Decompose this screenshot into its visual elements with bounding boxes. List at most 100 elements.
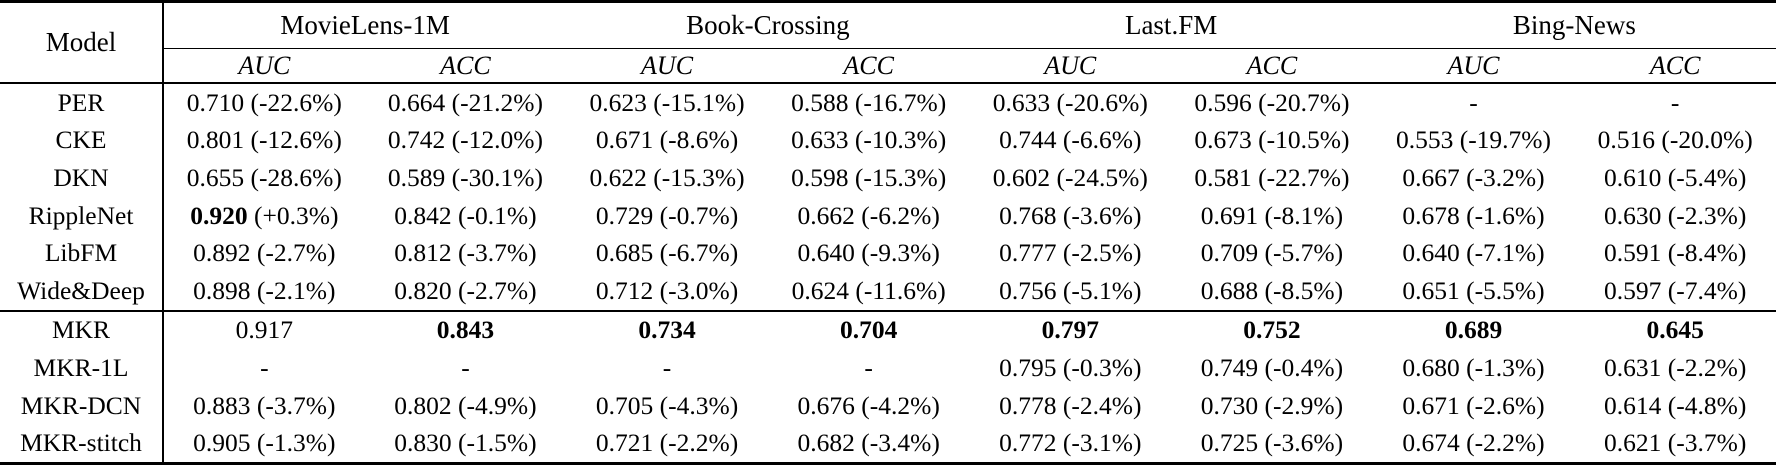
table-row: MKR-stitch 0.905 (-1.3%) 0.830 (-1.5%) 0.72… — [0, 424, 1776, 464]
cell-value: 0.778 — [999, 390, 1057, 420]
cell-delta: (-0.7%) — [659, 200, 739, 230]
metric-cell: 0.797 — [969, 309, 1172, 350]
cell-delta: (-2.3%) — [1667, 200, 1747, 230]
cell-delta: (-0.4%) — [1264, 352, 1344, 382]
cell-delta: (-5.5%) — [1466, 275, 1545, 305]
cell-delta: (-2.1%) — [256, 275, 336, 305]
metric-cell: 0.640 (-9.3%) — [768, 234, 970, 272]
cell-value: 0.721 — [595, 428, 654, 458]
cell-delta: (-15.3%) — [854, 162, 947, 192]
cell-value: 0.705 — [595, 390, 654, 420]
cell-delta: (-7.4%) — [1667, 275, 1747, 305]
metric-header-acc: ACC — [1649, 50, 1701, 80]
metric-cell: 0.802 (-4.9%) — [365, 387, 567, 425]
metric-cell: 0.744 (-6.6%) — [969, 122, 1171, 160]
cell-delta: (-3.6%) — [1264, 428, 1344, 458]
cell-value: 0.598 — [791, 162, 849, 192]
metric-cell: 0.691 (-8.1%) — [1171, 197, 1373, 235]
cell-value: 0.516 — [1597, 125, 1655, 155]
cell-value: 0.676 — [797, 390, 855, 420]
metric-cell: 0.812 (-3.7%) — [365, 234, 567, 272]
cell-delta: (-28.6%) — [250, 162, 342, 192]
cell-value: 0.777 — [999, 238, 1057, 268]
row-model-label: PER — [0, 83, 165, 122]
cell-value: 0.664 — [387, 87, 446, 117]
cell-delta: (-3.6%) — [1062, 200, 1142, 230]
table-row: MKR 0.917 0.843 0.734 0.704 0.797 0.752 0.689 0.… — [0, 309, 1776, 350]
metric-cell: 0.623 (-15.1%) — [566, 83, 768, 122]
cell-value: 0.674 — [1402, 428, 1460, 458]
metric-cell: - — [768, 349, 970, 387]
cell-delta: (-5.1%) — [1062, 275, 1142, 305]
metric-cell: 0.553 (-19.7%) — [1373, 122, 1575, 160]
metric-cell: 0.633 (-20.6%) — [969, 83, 1171, 122]
cell-delta: (-19.7%) — [1459, 125, 1552, 155]
cell-value: - — [461, 352, 470, 382]
cell-delta: (-0.3%) — [1062, 352, 1142, 382]
cell-value: 0.671 — [1402, 390, 1460, 420]
cell-delta: (-3.7%) — [1667, 428, 1747, 458]
metric-cell: 0.667 (-3.2%) — [1373, 159, 1575, 197]
metric-cell: 0.598 (-15.3%) — [768, 159, 970, 197]
cell-value: - — [662, 352, 672, 382]
cell-value: 0.633 — [992, 87, 1051, 117]
cell-delta: (-10.5%) — [1258, 125, 1350, 155]
metric-cell: 0.640 (-7.1%) — [1373, 234, 1575, 272]
cell-value: 0.812 — [394, 238, 452, 268]
metric-cell: 0.742 (-12.0%) — [365, 122, 567, 160]
cell-delta: (-7.1%) — [1466, 238, 1545, 268]
cell-delta: (-2.2%) — [1667, 352, 1747, 382]
cell-value: 0.712 — [595, 275, 654, 305]
metric-cell: 0.729 (-0.7%) — [566, 197, 768, 235]
cell-value: 0.662 — [797, 200, 855, 230]
cell-value: 0.655 — [186, 162, 245, 192]
cell-value: 0.704 — [839, 315, 898, 345]
metric-cell: 0.622 (-15.3%) — [566, 159, 768, 197]
metric-header-auc: AUC — [1447, 50, 1500, 80]
metric-cell: 0.662 (-6.2%) — [768, 197, 970, 235]
metric-cell: 0.630 (-2.3%) — [1574, 197, 1776, 235]
cell-value: 0.689 — [1444, 315, 1503, 345]
cell-delta: (-3.0%) — [659, 275, 739, 305]
cell-value: 0.710 — [186, 87, 245, 117]
metric-cell: 0.917 — [163, 309, 365, 350]
cell-delta: (-2.7%) — [256, 238, 336, 268]
cell-value: 0.633 — [791, 125, 849, 155]
metric-cell: 0.655 (-28.6%) — [163, 159, 365, 197]
cell-delta: (-15.3%) — [653, 162, 745, 192]
cell-value: 0.802 — [394, 390, 452, 420]
metric-cell: 0.843 — [364, 309, 567, 350]
dataset-header-lastfm: Last.FM — [969, 1, 1373, 49]
cell-value: 0.709 — [1200, 238, 1259, 268]
cell-value: 0.591 — [1603, 238, 1662, 268]
metric-cell: 0.624 (-11.6%) — [768, 272, 970, 311]
cell-value: 0.730 — [1200, 390, 1259, 420]
metric-cell: 0.674 (-2.2%) — [1373, 424, 1575, 463]
dataset-header-bingnews: Bing-News — [1372, 1, 1776, 49]
cell-delta: (-3.1%) — [1062, 428, 1142, 458]
metric-cell: 0.734 — [566, 309, 768, 350]
metric-cell: 0.777 (-2.5%) — [969, 234, 1171, 272]
cell-delta: (-5.7%) — [1264, 238, 1344, 268]
table-row: Wide&Deep 0.898 (-2.1%) 0.820 (-2.7%) 0.712… — [0, 271, 1776, 311]
metric-cell: 0.610 (-5.4%) — [1574, 159, 1776, 197]
cell-delta: (-4.2%) — [861, 390, 940, 420]
table-row: MKR-DCN 0.883 (-3.7%) 0.802 (-4.9%) 0.705 (… — [0, 386, 1776, 425]
metric-cell: 0.772 (-3.1%) — [969, 424, 1171, 463]
cell-value: 0.640 — [797, 238, 855, 268]
cell-delta: (-8.6%) — [659, 125, 739, 155]
cell-value: 0.678 — [1402, 200, 1460, 230]
metric-header-auc: AUC — [1044, 50, 1097, 80]
cell-delta: (-22.7%) — [1258, 162, 1350, 192]
metric-header-acc: ACC — [843, 50, 894, 80]
cell-value: 0.688 — [1200, 275, 1259, 305]
metric-cell: 0.621 (-3.7%) — [1574, 424, 1776, 463]
metric-cell: 0.591 (-8.4%) — [1574, 234, 1776, 272]
metric-cell: 0.883 (-3.7%) — [163, 387, 365, 425]
metric-cell: 0.704 — [767, 309, 970, 350]
cell-value: 0.797 — [1041, 315, 1099, 345]
metric-cell: 0.710 (-22.6%) — [163, 83, 365, 122]
cell-delta: (-3.7%) — [256, 390, 336, 420]
cell-value: 0.905 — [193, 428, 251, 458]
